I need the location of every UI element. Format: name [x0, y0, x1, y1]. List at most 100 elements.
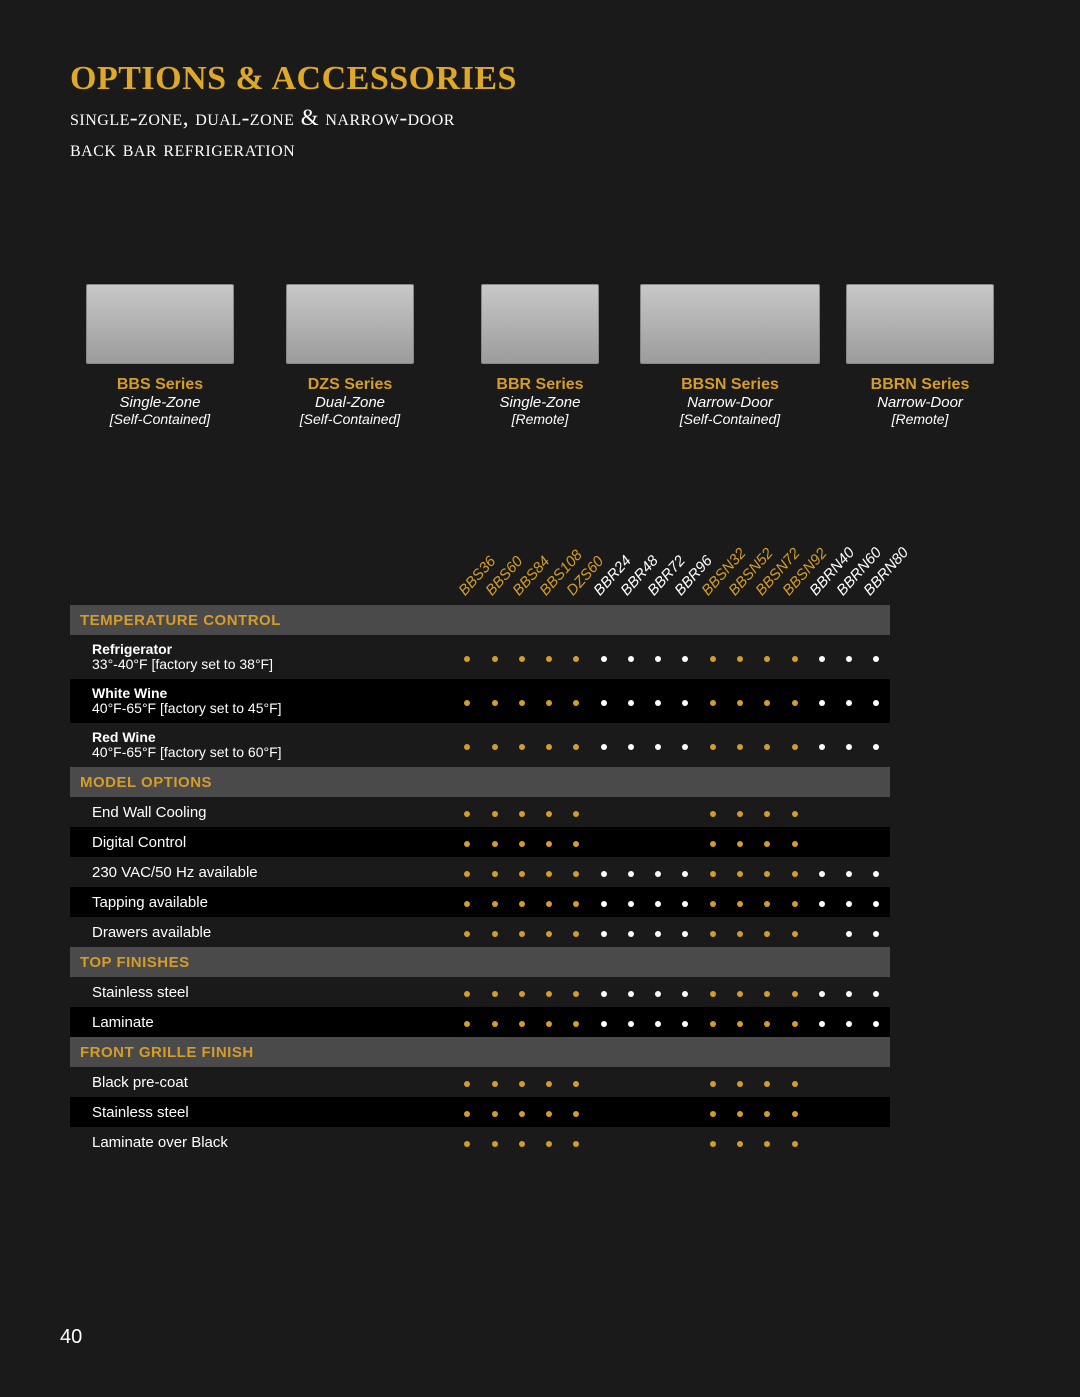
matrix-cell	[454, 797, 481, 827]
product-image	[640, 284, 820, 364]
matrix-cell	[454, 1127, 481, 1157]
matrix-cell	[781, 917, 808, 947]
product-desc: Narrow-Door	[830, 394, 1010, 411]
matrix-cell	[781, 679, 808, 723]
matrix-cell	[808, 1067, 835, 1097]
dot-icon	[737, 1021, 743, 1027]
product-series-0: BBS SeriesSingle-Zone[Self-Contained]	[70, 284, 250, 427]
row-label: Tapping available	[70, 887, 454, 917]
dot-icon	[628, 744, 634, 750]
table-row: Laminate over Black	[70, 1127, 890, 1157]
dot-icon	[710, 1111, 716, 1117]
matrix-cell	[699, 977, 726, 1007]
dot-icon	[737, 1081, 743, 1087]
dot-icon	[519, 1081, 525, 1087]
matrix-cell	[808, 857, 835, 887]
dot-icon	[573, 1021, 579, 1027]
dot-icon	[764, 1021, 770, 1027]
matrix-cell	[454, 887, 481, 917]
matrix-cell	[863, 1067, 890, 1097]
dot-icon	[737, 811, 743, 817]
dot-icon	[601, 700, 607, 706]
dot-icon	[492, 841, 498, 847]
matrix-cell	[645, 635, 672, 679]
product-desc: Single-Zone	[450, 394, 630, 411]
dot-icon	[601, 871, 607, 877]
product-series-row: BBS SeriesSingle-Zone[Self-Contained]DZS…	[70, 284, 1010, 427]
dot-icon	[546, 991, 552, 997]
matrix-cell	[835, 679, 862, 723]
matrix-cell	[672, 1127, 699, 1157]
dot-icon	[464, 744, 470, 750]
matrix-cell	[617, 977, 644, 1007]
matrix-cell	[563, 679, 590, 723]
matrix-cell	[454, 679, 481, 723]
matrix-cell	[754, 857, 781, 887]
dot-icon	[710, 811, 716, 817]
dot-icon	[546, 1111, 552, 1117]
section-header: Temperature Control	[70, 605, 890, 635]
matrix-cell	[835, 887, 862, 917]
matrix-cell	[590, 679, 617, 723]
dot-icon	[464, 841, 470, 847]
matrix-cell	[781, 1097, 808, 1127]
matrix-cell	[781, 797, 808, 827]
matrix-cell	[754, 1067, 781, 1097]
dot-icon	[655, 744, 661, 750]
dot-icon	[573, 744, 579, 750]
matrix-cell	[508, 1007, 535, 1037]
row-label: Drawers available	[70, 917, 454, 947]
table-row: End Wall Cooling	[70, 797, 890, 827]
dot-icon	[764, 656, 770, 662]
matrix-cell	[863, 917, 890, 947]
matrix-cell	[754, 723, 781, 767]
matrix-cell	[481, 797, 508, 827]
dot-icon	[764, 1141, 770, 1147]
matrix-cell	[781, 1067, 808, 1097]
matrix-cell	[781, 1007, 808, 1037]
row-label: White Wine40°F-65°F [factory set to 45°F…	[70, 679, 454, 723]
matrix-cell	[672, 827, 699, 857]
dot-icon	[655, 1021, 661, 1027]
section-header: Model Options	[70, 767, 890, 797]
product-image	[481, 284, 599, 364]
matrix-cell	[754, 1127, 781, 1157]
matrix-cell	[645, 1097, 672, 1127]
matrix-cell	[672, 679, 699, 723]
product-image	[286, 284, 414, 364]
dot-icon	[873, 744, 879, 750]
matrix-cell	[536, 827, 563, 857]
dot-icon	[819, 991, 825, 997]
matrix-cell	[563, 797, 590, 827]
matrix-cell	[617, 1067, 644, 1097]
product-note: [Remote]	[830, 411, 1010, 427]
matrix-cell	[645, 977, 672, 1007]
matrix-cell	[508, 679, 535, 723]
dot-icon	[792, 1021, 798, 1027]
dot-icon	[764, 1111, 770, 1117]
dot-icon	[546, 744, 552, 750]
dot-icon	[492, 1141, 498, 1147]
matrix-cell	[617, 827, 644, 857]
dot-icon	[519, 841, 525, 847]
matrix-cell	[563, 723, 590, 767]
matrix-cell	[754, 1007, 781, 1037]
matrix-cell	[508, 857, 535, 887]
dot-icon	[792, 700, 798, 706]
dot-icon	[764, 901, 770, 907]
matrix-cell	[454, 857, 481, 887]
matrix-cell	[645, 797, 672, 827]
dot-icon	[792, 931, 798, 937]
matrix-cell	[835, 797, 862, 827]
dot-icon	[710, 841, 716, 847]
dot-icon	[492, 1111, 498, 1117]
dot-icon	[492, 744, 498, 750]
matrix-cell	[808, 635, 835, 679]
matrix-cell	[754, 797, 781, 827]
matrix-cell	[617, 857, 644, 887]
dot-icon	[737, 871, 743, 877]
matrix-cell	[590, 857, 617, 887]
matrix-cell	[536, 723, 563, 767]
table-row: Tapping available	[70, 887, 890, 917]
dot-icon	[492, 1081, 498, 1087]
